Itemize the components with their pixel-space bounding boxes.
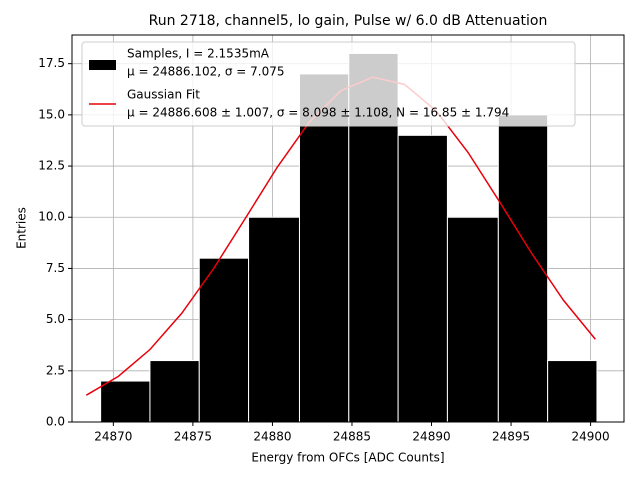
legend-box: [81, 41, 576, 127]
y-tick-label: 2.5: [46, 363, 65, 377]
x-tick-label: 24870: [94, 430, 132, 444]
x-tick-label: 24875: [174, 430, 212, 444]
y-axis-label: Entries: [15, 207, 29, 249]
y-tick-label: 0.0: [46, 415, 65, 429]
y-tick-label: 10.0: [38, 210, 65, 224]
histogram-bar: [248, 216, 300, 423]
histogram-bar: [446, 216, 499, 423]
legend-label: Gaussian Fit: [127, 88, 200, 102]
x-tick-label: 24885: [333, 430, 371, 444]
histogram-bar: [497, 114, 549, 423]
histogram-bar: [198, 257, 250, 423]
legend-swatch: [89, 60, 116, 70]
x-tick-label: 24890: [412, 430, 450, 444]
y-tick-label: 17.5: [38, 56, 65, 70]
legend-detail: μ = 24886.102, σ = 7.075: [127, 65, 284, 79]
x-tick-label: 24880: [253, 430, 291, 444]
chart-title: Run 2718, channel5, lo gain, Pulse w/ 6.…: [149, 13, 548, 29]
histogram-bar: [100, 380, 151, 423]
y-tick-label: 7.5: [46, 261, 65, 275]
axes-frame: [71, 34, 625, 423]
y-tick-label: 12.5: [38, 159, 65, 173]
x-tick-label: 24895: [492, 430, 530, 444]
x-axis-label: Energy from OFCs [ADC Counts]: [251, 451, 444, 465]
histogram-bar: [149, 360, 200, 423]
histogram-bar: [397, 134, 448, 423]
x-tick-label: 24900: [571, 430, 609, 444]
y-tick-label: 5.0: [46, 312, 65, 326]
legend-detail: μ = 24886.608 ± 1.007, σ = 8.098 ± 1.108…: [127, 106, 509, 120]
y-tick-label: 15.0: [38, 107, 65, 121]
legend-label: Samples, I = 2.1535mA: [127, 47, 270, 61]
histogram-bar: [547, 360, 598, 423]
